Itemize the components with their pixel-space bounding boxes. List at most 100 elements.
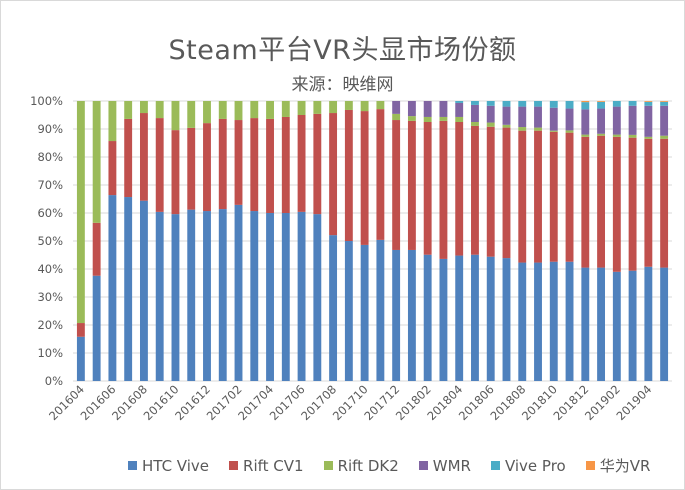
bar-segment <box>155 118 164 212</box>
bar-segment <box>329 113 338 236</box>
bar-segment <box>612 134 621 137</box>
bar-segment <box>502 124 511 128</box>
x-tick-label: 201904 <box>614 382 655 423</box>
bar-segment <box>407 116 416 121</box>
legend: HTC Vive Rift CV1 Rift DK2 WMR Vive Pro 华为VR <box>128 455 670 476</box>
bar-segment <box>502 258 511 381</box>
bar-segment <box>581 101 590 103</box>
y-tick-label: 50% <box>37 234 63 248</box>
bar-segment <box>549 131 558 262</box>
legend-swatch <box>128 461 137 470</box>
bar-segment <box>423 122 432 255</box>
bar-segment <box>486 126 495 257</box>
chart-title: Steam平台VR头显市场份额 <box>168 35 517 66</box>
bar-segment <box>392 113 401 121</box>
bar-segment <box>92 101 101 223</box>
bar-segment <box>502 106 511 125</box>
bar-segment <box>660 101 669 106</box>
bar-segment <box>203 101 211 124</box>
bar-segment <box>344 241 353 381</box>
bar-segment <box>439 120 448 259</box>
bar-segment <box>124 197 133 381</box>
bar-segment <box>266 101 274 119</box>
bar-segment <box>392 101 401 114</box>
legend-swatch <box>323 461 333 470</box>
bar-segment <box>439 116 448 121</box>
bar-segment <box>423 254 432 381</box>
legend-item: Rift CV1 <box>229 455 304 476</box>
bar-segment <box>407 101 416 117</box>
bar-segment <box>660 101 669 102</box>
legend-item: HTC Vive <box>128 455 209 476</box>
bar-segment <box>486 105 495 123</box>
bar-segment <box>234 101 243 121</box>
legend-label: WMR <box>432 456 471 475</box>
bar-segment <box>660 267 669 381</box>
bar-segment <box>644 138 653 267</box>
y-tick-label: 60% <box>37 206 63 220</box>
legend-label: 华为VR <box>599 457 651 475</box>
bar-segment <box>423 101 432 117</box>
bar-segment <box>376 101 385 110</box>
bar-segment <box>518 106 527 128</box>
bar-segment <box>171 101 180 131</box>
bar-segment <box>108 101 117 142</box>
bar-segment <box>534 106 542 128</box>
bar-segment <box>549 101 558 108</box>
bar-segment <box>565 101 574 109</box>
bar-segment <box>565 108 574 131</box>
bar-segment <box>92 275 101 381</box>
bar-segment <box>344 101 353 110</box>
bar-segment <box>644 101 653 102</box>
bar-segment <box>644 105 653 137</box>
bar-segment <box>250 211 259 381</box>
bars <box>76 101 669 381</box>
bar-segment <box>108 195 117 381</box>
bar-segment <box>455 116 464 122</box>
bar-segment <box>502 127 511 259</box>
bar-segment <box>218 209 227 381</box>
bar-segment <box>266 213 274 381</box>
bar-segment <box>486 101 495 106</box>
legend-item: Rift DK2 <box>323 455 399 476</box>
bar-segment <box>155 211 164 381</box>
bar-segment <box>108 141 117 196</box>
bar-segment <box>407 249 416 381</box>
bar-segment <box>612 101 621 107</box>
bar-segment <box>76 101 85 324</box>
bar-segment <box>297 101 306 115</box>
bar-segment <box>549 107 558 131</box>
bar-segment <box>76 323 85 337</box>
bar-segment <box>171 130 180 215</box>
legend-swatch <box>490 461 500 470</box>
bar-segment <box>266 118 274 213</box>
bar-segment <box>471 125 479 255</box>
bar-segment <box>124 118 133 198</box>
bar-segment <box>644 101 653 106</box>
bar-segment <box>486 122 495 127</box>
bar-segment <box>439 101 448 117</box>
bar-segment <box>218 118 227 210</box>
bar-segment <box>581 267 590 381</box>
bar-segment <box>92 222 101 276</box>
bar-segment <box>597 135 606 268</box>
bar-segment <box>297 211 306 381</box>
legend-swatch <box>418 461 428 470</box>
bar-segment <box>155 101 164 119</box>
bar-segment <box>628 134 637 138</box>
bar-segment <box>360 111 369 245</box>
bar-segment <box>660 138 669 268</box>
bar-segment <box>329 101 338 114</box>
legend-label: HTC Vive <box>142 456 210 475</box>
bar-segment <box>455 101 464 103</box>
bar-segment <box>76 336 85 381</box>
bar-segment <box>612 271 621 381</box>
bar-segment <box>471 122 479 126</box>
bar-segment <box>660 105 669 136</box>
legend-label: Vive Pro <box>504 456 566 475</box>
bar-segment <box>392 249 401 381</box>
bar-segment <box>628 105 637 135</box>
bar-segment <box>392 120 401 250</box>
bar-segment <box>313 113 322 215</box>
bar-segment <box>612 106 621 135</box>
